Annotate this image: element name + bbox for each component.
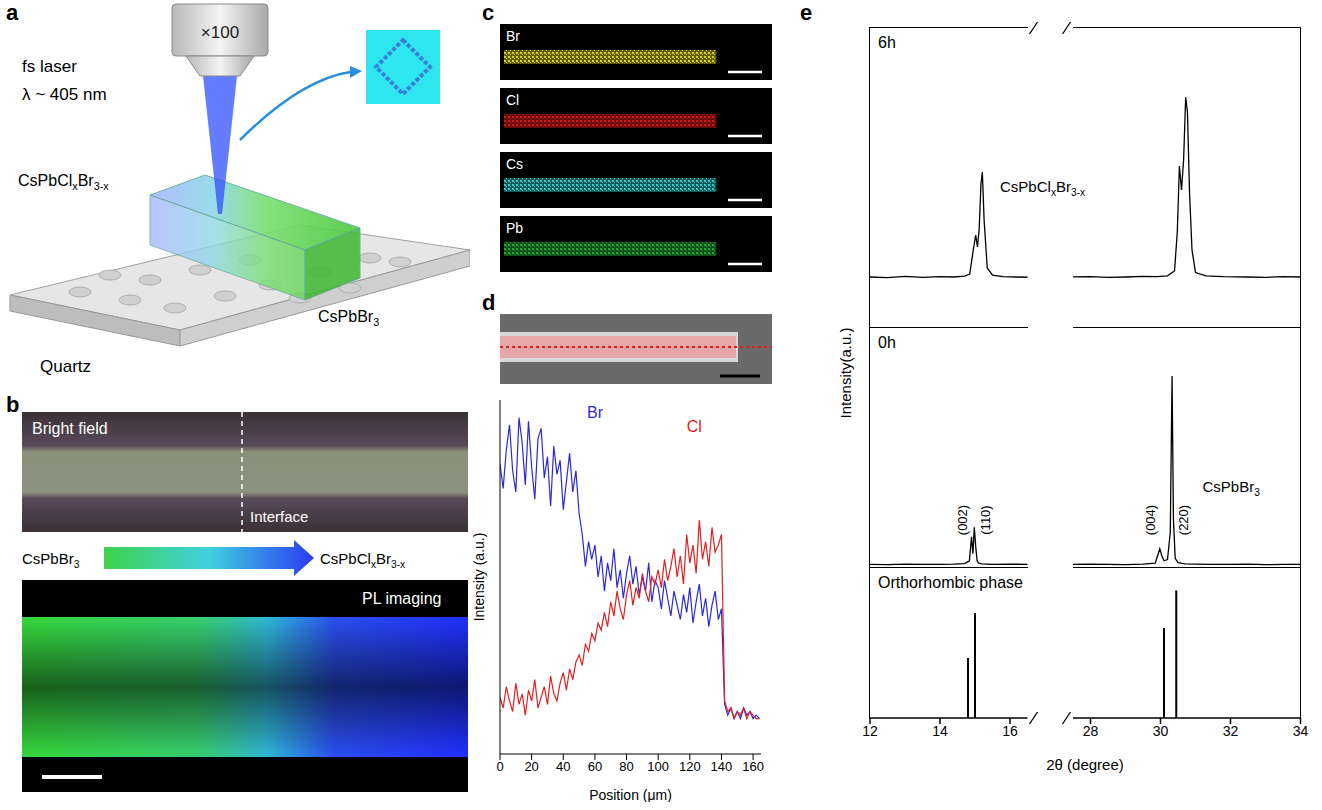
html-text:d: d (482, 290, 496, 315)
svg-text:×100: ×100 (201, 23, 239, 42)
svg-text:Interface: Interface (250, 508, 308, 525)
svg-text:CsPbBr3: CsPbBr3 (318, 308, 379, 328)
svg-text:Br: Br (506, 28, 520, 44)
svg-text:(110): (110) (978, 505, 993, 534)
html-text:Cs Pb ClxBr3-x: Cs Pb ClxBr3-x (1000, 178, 1086, 198)
html-text:c: c (482, 0, 495, 25)
svg-text:160: 160 (742, 759, 764, 774)
html-text:Br: Br (587, 404, 603, 421)
svg-text:Cl: Cl (506, 92, 519, 108)
html-text:Orthorhombic phase: Orthorhombic phase (878, 574, 1023, 591)
svg-text:28: 28 (1082, 723, 1098, 739)
html-text:Cl: Cl (686, 418, 702, 435)
svg-text:Intensity (a.u.): Intensity (a.u.) (471, 533, 487, 622)
svg-text:100: 100 (647, 759, 669, 774)
svg-text:Intensity(a.u.): Intensity(a.u.) (837, 328, 854, 419)
html-text:6h: 6h (878, 34, 896, 51)
svg-text:0: 0 (496, 759, 503, 774)
svg-text:CsPbClxBr3-x: CsPbClxBr3-x (320, 550, 405, 570)
svg-text:34: 34 (1292, 723, 1308, 739)
html-text:Cs Pb Br3: Cs Pb Br3 (1202, 478, 1260, 498)
html-text:a: a (6, 0, 19, 25)
svg-text:32: 32 (1222, 723, 1238, 739)
svg-text:Pb: Pb (506, 220, 523, 236)
svg-text:2θ (degree): 2θ (degree) (1046, 756, 1124, 773)
svg-text:12: 12 (862, 723, 878, 739)
html-text:0h: 0h (878, 334, 896, 351)
html-text:b: b (6, 392, 20, 417)
svg-text:60: 60 (588, 759, 602, 774)
svg-text:Bright field: Bright field (32, 420, 108, 437)
svg-text:14: 14 (932, 723, 948, 739)
svg-text:Quartz: Quartz (40, 357, 91, 376)
svg-text:(220): (220) (1175, 505, 1190, 535)
svg-text:fs laser: fs laser (22, 57, 77, 76)
svg-text:λ ~ 405 nm: λ ~ 405 nm (22, 85, 107, 104)
svg-text:(002): (002) (955, 505, 970, 535)
html-text:e: e (800, 0, 813, 25)
svg-text:CsPbClxBr3-x: CsPbClxBr3-x (18, 172, 109, 192)
svg-text:16: 16 (1002, 723, 1018, 739)
svg-text:120: 120 (679, 759, 701, 774)
svg-text:80: 80 (619, 759, 633, 774)
svg-text:(004): (004) (1143, 505, 1158, 535)
svg-text:PL imaging: PL imaging (362, 590, 441, 607)
svg-text:30: 30 (1152, 723, 1168, 739)
svg-text:20: 20 (524, 759, 538, 774)
svg-text:CsPbBr3: CsPbBr3 (22, 550, 80, 570)
svg-text:Position (μm): Position (μm) (589, 787, 672, 802)
svg-text:Cs: Cs (506, 156, 523, 172)
svg-text:140: 140 (711, 759, 733, 774)
svg-text:40: 40 (556, 759, 570, 774)
